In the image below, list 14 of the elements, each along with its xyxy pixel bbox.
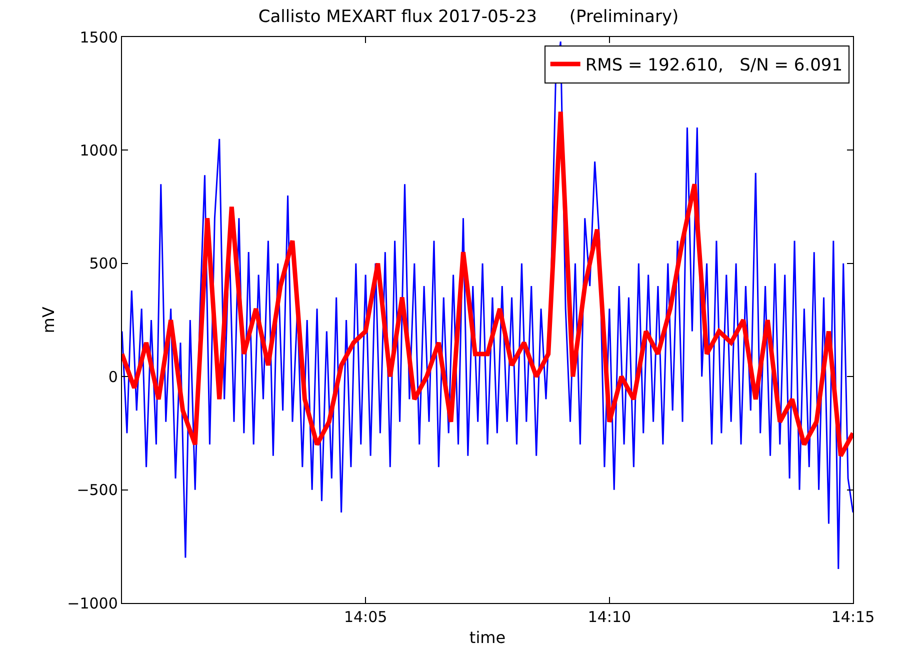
line-series bbox=[122, 109, 853, 458]
x-tick-label: 14:05 bbox=[344, 608, 388, 626]
y-tick-label: 500 bbox=[89, 254, 118, 273]
y-tick-label: 1000 bbox=[80, 141, 118, 160]
y-tick-label: −500 bbox=[76, 481, 118, 500]
y-axis-title: mV bbox=[39, 306, 58, 334]
y-tick-label: 1500 bbox=[80, 28, 118, 46]
y-tick-label: 0 bbox=[108, 368, 118, 386]
x-tick-label: 14:10 bbox=[588, 608, 632, 626]
x-axis-title: time bbox=[469, 628, 506, 647]
y-tick-label: −1000 bbox=[67, 594, 118, 612]
legend-label: RMS = 192.610, S/N = 6.091 bbox=[585, 56, 843, 76]
x-tick-label: 14:15 bbox=[831, 608, 875, 626]
chart-title: Callisto MEXART flux 2017-05-23 (Preliminary) bbox=[258, 6, 679, 27]
